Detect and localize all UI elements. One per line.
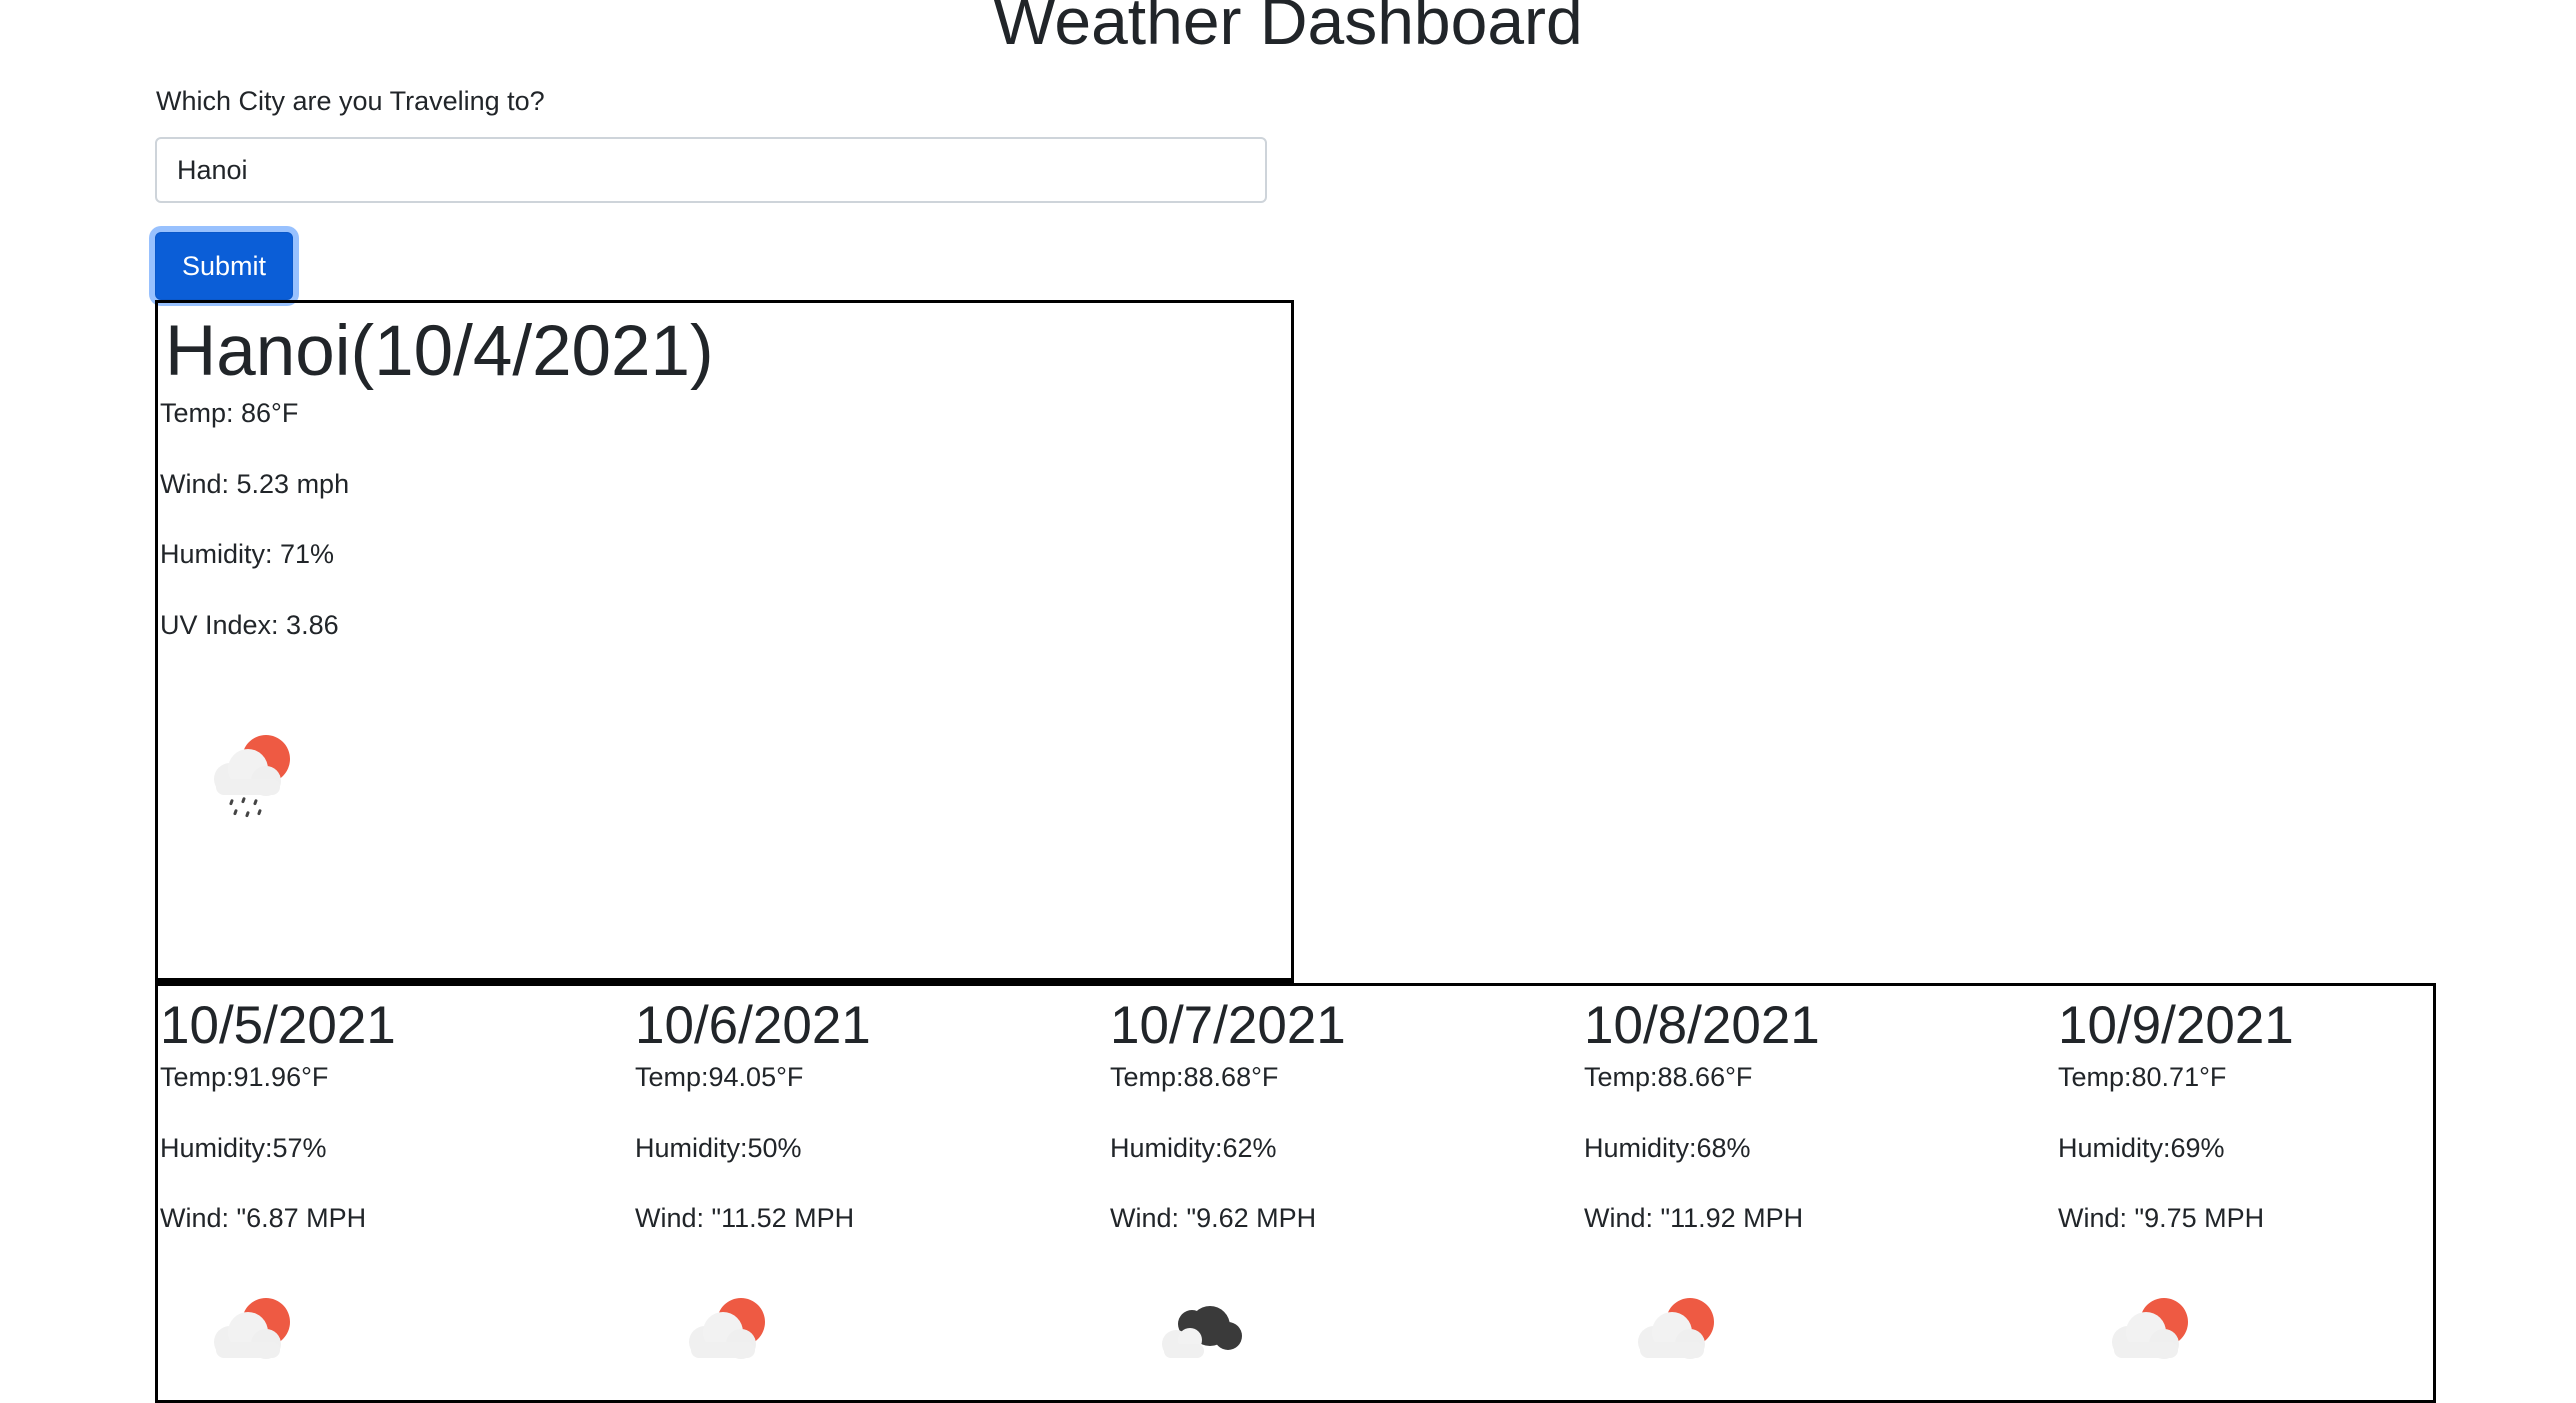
forecast-wind: Wind: "11.52 MPH: [635, 1203, 855, 1233]
page-title: Weather Dashboard: [993, 0, 1583, 58]
forecast-temp: Temp:88.68°F: [1110, 1062, 1279, 1092]
forecast-day-card: 10/5/2021 Temp:91.96°F Humidity:57% Wind…: [158, 986, 632, 1386]
forecast-date: 10/9/2021: [2058, 996, 2294, 1055]
forecast-humidity: Humidity:50%: [635, 1133, 802, 1163]
cloud-with-sun-icon: [1638, 1298, 1714, 1359]
forecast-humidity: Humidity:68%: [1584, 1133, 1751, 1163]
forecast-temp: Temp:88.66°F: [1584, 1062, 1753, 1092]
cloud-with-sun-icon: [689, 1298, 765, 1359]
forecast-wind: Wind: "9.75 MPH: [2058, 1203, 2265, 1233]
cloud-with-sun-icon: [2112, 1298, 2188, 1359]
city-search-input[interactable]: [155, 137, 1267, 203]
forecast-wind: Wind: "11.92 MPH: [1584, 1203, 1804, 1233]
forecast-wind: Wind: "6.87 MPH: [160, 1203, 367, 1233]
current-temp: Temp: 86°F: [160, 398, 299, 428]
cloud-with-sun-icon: [214, 1298, 290, 1359]
forecast-date: 10/7/2021: [1110, 996, 1346, 1055]
current-uv-index: UV Index: 3.86: [160, 610, 339, 640]
forecast-humidity: Humidity:69%: [2058, 1133, 2225, 1163]
forecast-day-card: 10/8/2021 Temp:88.66°F Humidity:68% Wind…: [1582, 986, 2056, 1386]
forecast-date: 10/5/2021: [160, 996, 396, 1055]
forecast-humidity: Humidity:57%: [160, 1133, 327, 1163]
forecast-wind: Wind: "9.62 MPH: [1110, 1203, 1317, 1233]
current-wind: Wind: 5.23 mph: [160, 469, 350, 499]
city-search-label: Which City are you Traveling to?: [156, 86, 545, 116]
five-day-forecast: 10/5/2021 Temp:91.96°F Humidity:57% Wind…: [155, 983, 2436, 1403]
forecast-day-card: 10/7/2021 Temp:88.68°F Humidity:62% Wind…: [1108, 986, 1582, 1386]
forecast-day-card: 10/6/2021 Temp:94.05°F Humidity:50% Wind…: [633, 986, 1107, 1386]
current-city-heading: Hanoi(10/4/2021): [165, 312, 714, 391]
forecast-date: 10/8/2021: [1584, 996, 1820, 1055]
forecast-temp: Temp:80.71°F: [2058, 1062, 2227, 1092]
current-weather-card: Hanoi(10/4/2021) Temp: 86°F Wind: 5.23 m…: [155, 300, 1294, 983]
current-humidity: Humidity: 71%: [160, 539, 335, 569]
forecast-day-card: 10/9/2021 Temp:80.71°F Humidity:69% Wind…: [2056, 986, 2530, 1386]
dark-clouds-icon: [1162, 1306, 1242, 1358]
forecast-date: 10/6/2021: [635, 996, 871, 1055]
forecast-temp: Temp:94.05°F: [635, 1062, 804, 1092]
forecast-humidity: Humidity:62%: [1110, 1133, 1277, 1163]
submit-button[interactable]: Submit: [155, 232, 293, 300]
rain-with-sun-icon: [214, 735, 290, 818]
forecast-temp: Temp:91.96°F: [160, 1062, 329, 1092]
